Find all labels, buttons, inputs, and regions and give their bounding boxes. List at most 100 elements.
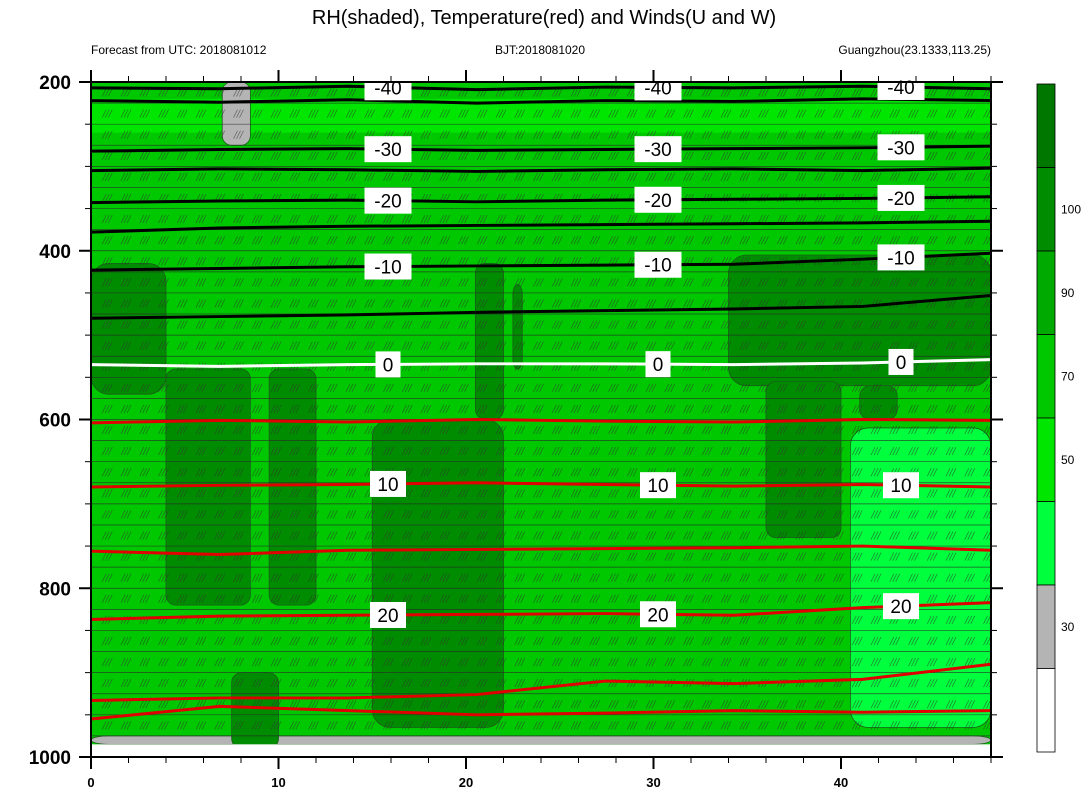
wind-barb-tick [683, 278, 688, 287]
wind-barb-tick [308, 236, 313, 245]
wind-barb-tick [908, 573, 913, 582]
wind-barb-tick [892, 341, 898, 350]
wind-barb-tick [576, 236, 582, 245]
wind-barb-tick [367, 700, 373, 709]
wind-barb-tick [817, 510, 823, 519]
wind-barb-tick [536, 278, 541, 287]
wind-barb-tick [345, 109, 351, 118]
wind-barb-tick [239, 489, 244, 498]
wind-barb-tick [914, 552, 919, 561]
wind-barb-tick [458, 552, 463, 561]
wind-barb-tick [158, 109, 163, 118]
wind-barb-tick [536, 109, 541, 118]
wind-barb-tick [404, 299, 410, 308]
wind-barb-tick [179, 721, 185, 730]
wind-barb-tick [611, 341, 616, 350]
wind-barb-tick [761, 552, 766, 561]
contour-label-box [640, 601, 676, 628]
wind-barb-tick [311, 320, 316, 329]
wind-barb-tick [345, 278, 351, 287]
wind-barb-tick [514, 151, 520, 160]
wind-barb-tick [257, 531, 263, 540]
wind-barb-tick [145, 573, 151, 582]
wind-barb-tick [120, 447, 126, 456]
wind-barb-tick [367, 468, 373, 477]
wind-barb-tick [145, 679, 151, 688]
wind-barb-tick [142, 341, 148, 350]
wind-barb-tick [445, 383, 451, 392]
wind-barb-tick [311, 531, 316, 540]
wind-barb-tick [482, 236, 488, 245]
wind-barb-tick [648, 299, 654, 308]
wind-barb-tick [951, 130, 957, 139]
wind-barb-tick [970, 172, 976, 182]
wind-barb-tick [723, 151, 729, 160]
wind-barb-tick [764, 510, 769, 519]
wind-barb-tick [195, 383, 201, 392]
wind-barb-tick [986, 573, 991, 582]
wind-barb-tick [348, 236, 354, 245]
wind-barb-tick [589, 214, 595, 224]
wind-barb-tick [683, 299, 688, 308]
wind-barb-tick [536, 383, 541, 392]
wind-barb-tick [589, 510, 595, 519]
wind-barb-tick [423, 214, 429, 224]
wind-barb-tick [332, 257, 338, 266]
wind-barb-tick [308, 573, 313, 582]
wind-barb-tick [839, 700, 844, 709]
wind-barb-tick [608, 636, 613, 646]
wind-barb-tick [836, 404, 841, 414]
wind-barb-tick [589, 299, 595, 308]
wind-barb-tick [926, 341, 932, 350]
wind-barb-tick [257, 468, 263, 477]
wind-barb-tick [476, 172, 482, 182]
wind-barb-tick [589, 489, 595, 498]
wind-barb-tick [814, 636, 820, 646]
wind-barb-tick [761, 320, 766, 329]
wind-barb-tick [308, 636, 313, 646]
wind-barb-tick [345, 700, 351, 709]
wind-barb-tick [801, 721, 807, 730]
forecast-init-label: Forecast from UTC: 2018081012 [91, 43, 267, 57]
wind-barb-tick [326, 468, 332, 477]
wind-barb-tick [839, 383, 844, 392]
wind-barb-tick [464, 700, 469, 709]
wind-barb-tick [158, 721, 163, 730]
colorbar-segment [1036, 167, 1056, 252]
wind-barb-tick [723, 447, 729, 456]
wind-barb-tick [123, 489, 129, 498]
wind-barb-tick [101, 636, 107, 646]
wind-barb-tick [482, 531, 488, 540]
wind-barb-tick [314, 236, 319, 245]
wind-barb-tick [251, 341, 257, 350]
wind-barb-tick [295, 109, 301, 118]
wind-barb-tick [107, 172, 113, 182]
wind-barb-tick [689, 447, 694, 456]
wind-barb-tick [576, 88, 582, 97]
wind-barb-tick [276, 721, 282, 730]
wind-barb-tick [689, 468, 694, 477]
wind-barb-tick [495, 257, 501, 266]
wind-barb-tick [664, 447, 670, 456]
wind-barb-tick [217, 341, 223, 350]
wind-barb-tick [273, 257, 279, 266]
wind-barb-tick [254, 489, 260, 498]
wind-barb-tick [551, 278, 557, 287]
wind-barb-tick [236, 721, 241, 730]
wind-barb-tick [892, 573, 898, 582]
wind-barb-tick [745, 236, 751, 245]
wind-barb-tick [723, 615, 729, 625]
wind-barb-tick [814, 320, 820, 329]
wind-barb-tick [551, 552, 557, 561]
wind-barb-tick [533, 320, 538, 329]
wind-barb-tick [776, 278, 782, 287]
wind-barb-tick [870, 573, 876, 582]
wind-barb-tick [608, 341, 613, 350]
wind-barb-tick [670, 721, 676, 730]
wind-barb-tick [276, 88, 282, 97]
wind-barb-tick [164, 383, 169, 392]
wind-barb-tick [779, 468, 785, 477]
wind-barb-tick [795, 489, 801, 498]
wind-barb-tick [664, 214, 670, 224]
wind-barb-tick [383, 383, 388, 392]
